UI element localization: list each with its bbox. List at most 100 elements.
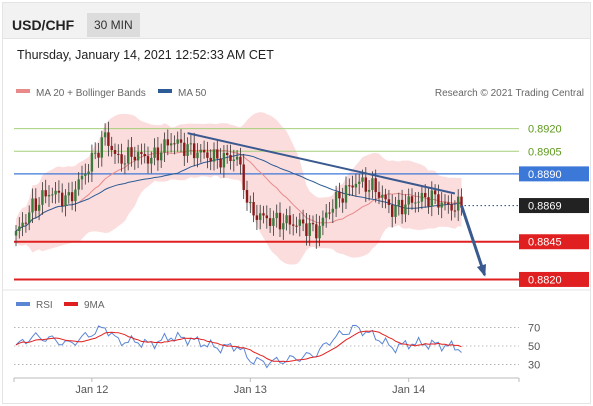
candle-body — [433, 190, 437, 195]
candle-body — [21, 222, 24, 227]
candle-body — [447, 202, 450, 205]
candle-body — [206, 152, 209, 158]
candle-body — [443, 202, 447, 204]
candle-body — [136, 152, 140, 161]
candle-body — [183, 142, 186, 156]
candle-body — [110, 145, 113, 151]
candle-body — [404, 204, 407, 215]
candle-body — [341, 198, 344, 203]
x-tick-label: Jan 12 — [75, 384, 108, 396]
candle-body — [305, 223, 308, 236]
candle-body — [384, 194, 387, 200]
candle-body — [143, 153, 146, 157]
level-tag-0.8890 — [519, 166, 589, 182]
level-label-0.8905: 0.8905 — [528, 146, 562, 158]
timeframe-button[interactable]: 30 MIN — [87, 13, 140, 37]
candle-body — [437, 194, 440, 208]
candle-body — [196, 152, 199, 159]
ma50-legend-label: MA 50 — [178, 88, 207, 99]
candle-body — [321, 217, 325, 226]
ma20-legend-swatch — [16, 89, 30, 93]
candle-body — [285, 215, 288, 224]
candle-body — [394, 205, 397, 217]
candle-body — [169, 143, 173, 146]
candle-body — [107, 132, 110, 146]
candle-body — [113, 150, 117, 154]
candle-body — [239, 156, 242, 165]
ma50-legend-swatch — [158, 89, 172, 93]
candle-body — [397, 199, 400, 206]
rsi-tick-label-30: 30 — [528, 360, 540, 372]
rsi-tick-label-70: 70 — [528, 322, 540, 334]
candle-body — [229, 155, 232, 162]
rsi-legend: RSI 9MA — [16, 300, 105, 311]
candle-body — [189, 143, 193, 145]
candle-body — [219, 158, 222, 168]
candle-body — [222, 152, 226, 168]
candle-body — [37, 204, 41, 211]
candle-body — [308, 223, 311, 236]
ma9-legend-label: 9MA — [84, 300, 105, 311]
candle-body — [160, 152, 163, 161]
ma9-legend-swatch — [64, 302, 78, 306]
candle-body — [325, 212, 328, 218]
ma20-line — [15, 149, 462, 232]
candle-body — [44, 190, 47, 197]
candle-body — [216, 149, 219, 159]
candle-body — [173, 143, 176, 145]
rsi-tick-label-50: 50 — [528, 341, 540, 353]
candle-body — [41, 190, 44, 205]
candle-body — [245, 189, 249, 203]
candle-body — [74, 189, 77, 202]
candle-body — [140, 152, 143, 154]
candle-body — [67, 192, 70, 196]
candle-body — [298, 219, 301, 226]
level-label-0.8869: 0.8869 — [528, 201, 562, 213]
candle-body — [70, 192, 74, 202]
level-label-0.8820: 0.8820 — [528, 274, 562, 286]
candle-body — [361, 177, 364, 182]
candle-body — [14, 231, 18, 236]
candle-body — [410, 196, 414, 203]
candle-body — [90, 152, 94, 172]
candle-body — [311, 223, 315, 225]
candle-body — [371, 178, 374, 191]
candle-body — [186, 144, 189, 156]
candle-body — [391, 204, 394, 217]
candle-body — [123, 163, 127, 165]
candle-body — [328, 212, 331, 214]
candle-body — [130, 147, 133, 157]
candle-body — [51, 194, 54, 196]
candle-body — [209, 157, 212, 162]
candle-body — [318, 225, 321, 239]
candle-body — [84, 173, 87, 176]
candle-body — [28, 212, 31, 223]
ma20-legend-label: MA 20 + Bollinger Bands — [36, 88, 146, 99]
candle-body — [77, 179, 80, 190]
chart-header: USD/CHF 30 MIN — [3, 3, 590, 39]
ma50-line — [15, 154, 462, 232]
candle-body — [348, 185, 351, 187]
candle-body — [331, 208, 334, 213]
forecast-arrow-head — [476, 264, 486, 277]
candle-body — [31, 198, 34, 213]
chart-datetime: Thursday, January 14, 2021 12:52:33 AM C… — [17, 48, 274, 62]
price-legend: MA 20 + Bollinger Bands MA 50 Research ©… — [16, 88, 584, 99]
candle-body — [301, 219, 305, 224]
credit-label: Research © 2021 Trading Central — [435, 88, 584, 99]
level-label-0.8920: 0.8920 — [528, 124, 562, 136]
candle-body — [120, 154, 123, 164]
candle-body — [453, 210, 457, 212]
candle-body — [166, 139, 169, 146]
candle-body — [24, 222, 28, 224]
price-level-labels: 0.8920 0.8905 0.8890 0.8869 0.8845 0.8820 — [519, 124, 589, 287]
candle-body — [127, 147, 130, 164]
candle-body — [262, 213, 265, 216]
candle-body — [292, 224, 295, 226]
candle-body — [153, 147, 156, 158]
candle-body — [64, 195, 67, 206]
candle-body — [268, 218, 272, 226]
candle-body — [414, 202, 417, 204]
candle-body — [54, 190, 57, 195]
